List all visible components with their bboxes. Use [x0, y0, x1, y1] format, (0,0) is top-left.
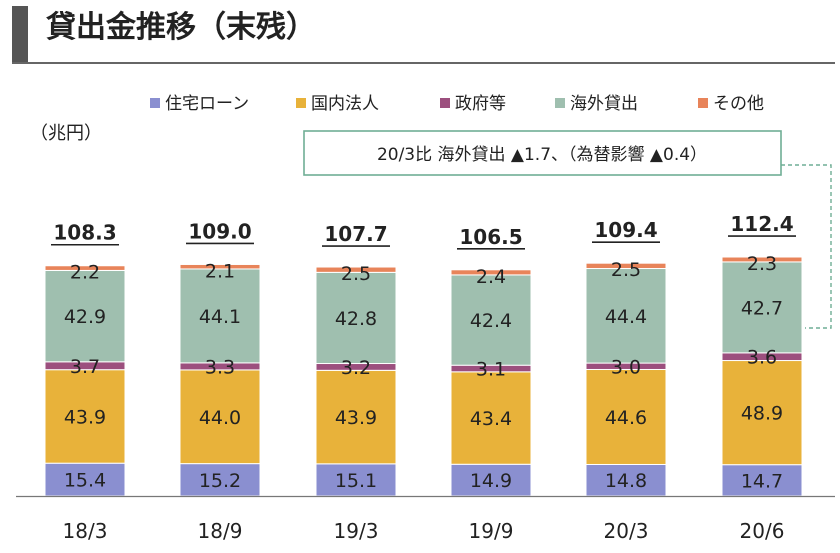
bar-segment: [179, 263, 261, 270]
bar-segment: [585, 268, 667, 364]
bar-segment: [721, 464, 803, 497]
legend-swatch: [555, 98, 565, 108]
data-label: 14.7: [741, 470, 783, 492]
total-label: 106.5: [459, 225, 522, 249]
data-label: 43.4: [470, 408, 512, 430]
data-label: 42.7: [741, 297, 783, 319]
bar-segment: [44, 369, 126, 464]
legend-swatch: [440, 98, 450, 108]
x-tick-label: 18/3: [63, 519, 108, 543]
title-accent-bar: [12, 6, 28, 62]
bar-segment: [44, 462, 126, 497]
page-title: 貸出金推移（末残）: [46, 10, 316, 45]
bar-segment: [315, 266, 397, 273]
total-label: 109.4: [594, 218, 657, 242]
data-label: 2.5: [611, 259, 641, 281]
unit-label: （兆円）: [30, 123, 102, 144]
data-label: 15.4: [64, 470, 106, 492]
data-label: 42.9: [64, 306, 106, 328]
data-label: 3.2: [341, 357, 371, 379]
data-label: 3.7: [70, 356, 100, 378]
bar-segment: [450, 269, 532, 276]
bar-segment: [450, 371, 532, 465]
data-label: 44.0: [199, 407, 241, 429]
legend-swatch: [296, 98, 306, 108]
x-tick-label: 20/6: [740, 519, 785, 543]
data-label: 42.4: [470, 310, 512, 332]
data-label: 14.9: [470, 470, 512, 492]
bar-segment: [44, 265, 126, 271]
data-label: 2.1: [205, 260, 235, 282]
data-label: 3.1: [476, 359, 506, 381]
x-tick-label: 20/3: [604, 519, 649, 543]
legend-label: 政府等: [455, 94, 506, 114]
bar-segment: [44, 269, 126, 363]
legend-label: 海外貸出: [570, 94, 638, 114]
data-label: 3.6: [747, 347, 777, 369]
bar-segment: [585, 463, 667, 497]
data-label: 2.5: [341, 263, 371, 285]
bar-segment: [721, 360, 803, 466]
data-label: 48.9: [741, 403, 783, 425]
data-label: 15.1: [335, 470, 377, 492]
data-label: 43.9: [335, 407, 377, 429]
x-tick-label: 18/9: [198, 519, 243, 543]
bar-segment: [450, 463, 532, 497]
legend-swatch: [150, 98, 160, 108]
data-label: 2.2: [70, 262, 100, 284]
annotation-box: [303, 130, 782, 176]
bar-segment: [315, 463, 397, 497]
title-divider: [12, 62, 835, 64]
legend-label: その他: [713, 94, 764, 114]
total-label: 108.3: [53, 221, 116, 245]
data-label: 14.8: [605, 470, 647, 492]
data-label: 44.6: [605, 407, 647, 429]
x-tick-label: 19/3: [334, 519, 379, 543]
bar-segment: [721, 256, 803, 263]
data-label: 3.3: [205, 356, 235, 378]
data-label: 43.9: [64, 406, 106, 428]
x-tick-label: 19/9: [469, 519, 514, 543]
total-label: 107.7: [324, 222, 387, 246]
total-label: 112.4: [730, 212, 793, 236]
data-label: 2.4: [476, 266, 506, 288]
total-label: 109.0: [188, 219, 251, 243]
data-label: 44.1: [199, 306, 241, 328]
data-label: 3.0: [611, 356, 641, 378]
data-label: 44.4: [605, 306, 647, 328]
annotation-text: 20/3比 海外貸出 ▲1.7、（為替影響 ▲0.4）: [377, 145, 707, 165]
legend-label: 住宅ローン: [165, 94, 249, 114]
bar-segment: [585, 262, 667, 270]
data-label: 2.3: [747, 253, 777, 275]
bar-segment: [315, 369, 397, 465]
data-label: 42.8: [335, 308, 377, 330]
legend-swatch: [698, 98, 708, 108]
bar-segment: [315, 271, 397, 365]
data-label: 15.2: [199, 470, 241, 492]
bar-segment: [585, 368, 667, 465]
bar-segment: [721, 261, 803, 354]
annotation-connector: [781, 164, 832, 329]
legend-label: 国内法人: [311, 94, 379, 114]
